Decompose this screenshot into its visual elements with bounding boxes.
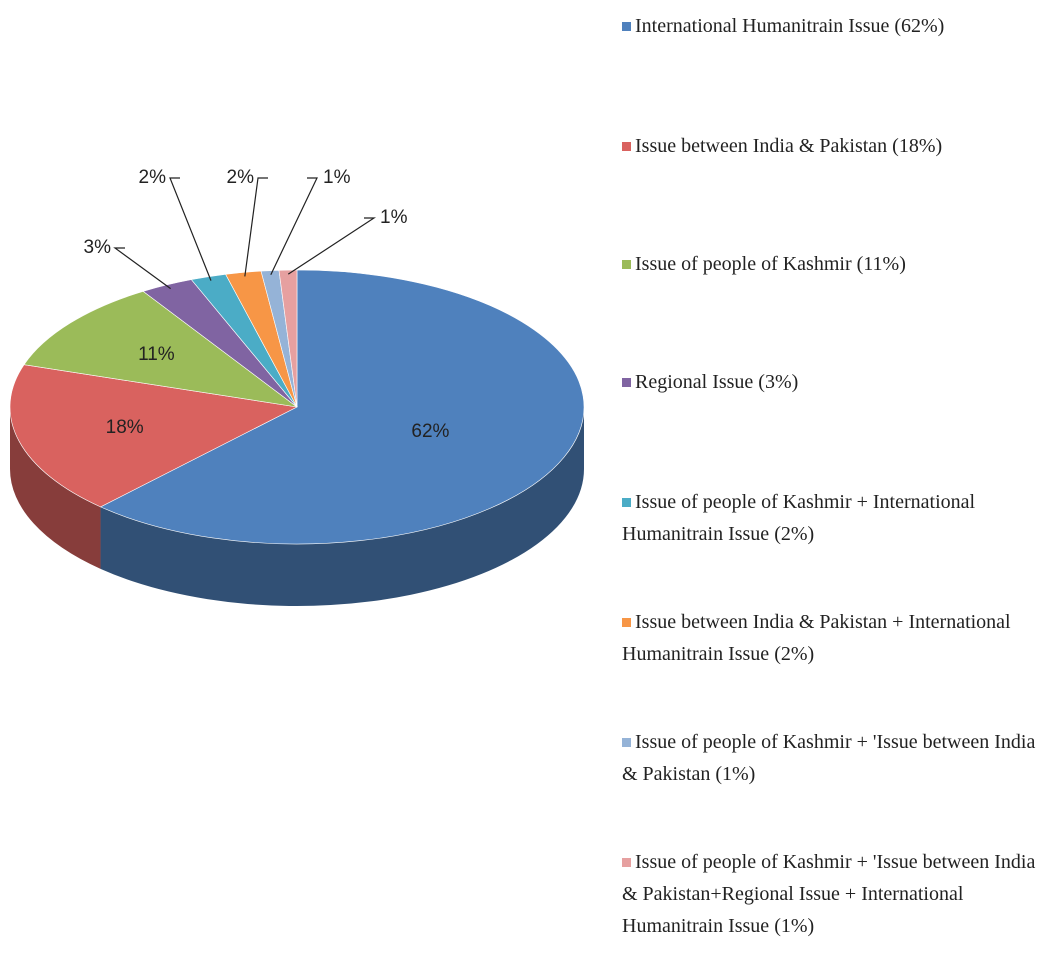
leader-line: [270, 177, 318, 275]
leader-line: [113, 247, 171, 290]
legend-label: Issue of people of Kashmir + 'Issue betw…: [622, 731, 1036, 785]
legend-entry: Issue between India & Pakistan + Interna…: [622, 606, 1042, 670]
leader-line: [169, 177, 212, 281]
legend-swatch: [622, 618, 631, 627]
legend-label: Regional Issue (3%): [635, 371, 799, 393]
pie-slice: [99, 269, 585, 545]
legend-swatch: [622, 22, 631, 31]
data-label: 3%: [84, 237, 112, 258]
legend-swatch: [622, 260, 631, 269]
leader-line: [244, 177, 268, 277]
legend: International Humanitrain Issue (62%) Iss…: [622, 10, 1052, 967]
legend-label: Issue between India & Pakistan + Interna…: [622, 611, 1011, 665]
data-label: 11%: [138, 344, 175, 365]
data-label: 62%: [411, 421, 449, 442]
pie-slice: [9, 364, 298, 508]
legend-label: Issue of people of Kashmir + Internation…: [622, 491, 976, 545]
pie-slice: [23, 290, 298, 408]
legend-label: Issue of people of Kashmir (11%): [635, 253, 906, 275]
legend-entry: International Humanitrain Issue (62%): [622, 10, 1042, 42]
data-label: 2%: [139, 167, 167, 188]
legend-swatch: [622, 738, 631, 747]
legend-entry: Issue of people of Kashmir + 'Issue betw…: [622, 846, 1042, 942]
legend-label: Issue between India & Pakistan (18%): [635, 135, 943, 157]
legend-swatch: [622, 142, 631, 151]
legend-entry: Issue of people of Kashmir (11%): [622, 248, 1042, 280]
legend-entry: Issue of people of Kashmir + 'Issue betw…: [622, 726, 1042, 790]
chart: 62% 18% 11% 3% 2% 2% 1% 1%: [9, 167, 585, 606]
legend-entry: Issue of people of Kashmir + Internation…: [622, 486, 1042, 550]
legend-entry: Regional Issue (3%): [622, 366, 1042, 398]
data-label: 1%: [380, 207, 408, 228]
pie-slice-side: [100, 407, 585, 606]
data-label: 1%: [323, 167, 351, 188]
data-label: 18%: [106, 417, 144, 438]
legend-swatch: [622, 858, 631, 867]
pie-slice-side: [10, 407, 101, 569]
legend-label: Issue of people of Kashmir + 'Issue betw…: [622, 851, 1036, 937]
legend-swatch: [622, 378, 631, 387]
leader-line: [287, 217, 377, 275]
legend-swatch: [622, 498, 631, 507]
pie-slice: [278, 269, 298, 408]
data-label: 2%: [227, 167, 255, 188]
legend-label: International Humanitrain Issue (62%): [635, 15, 945, 37]
legend-entry: Issue between India & Pakistan (18%): [622, 130, 1042, 162]
